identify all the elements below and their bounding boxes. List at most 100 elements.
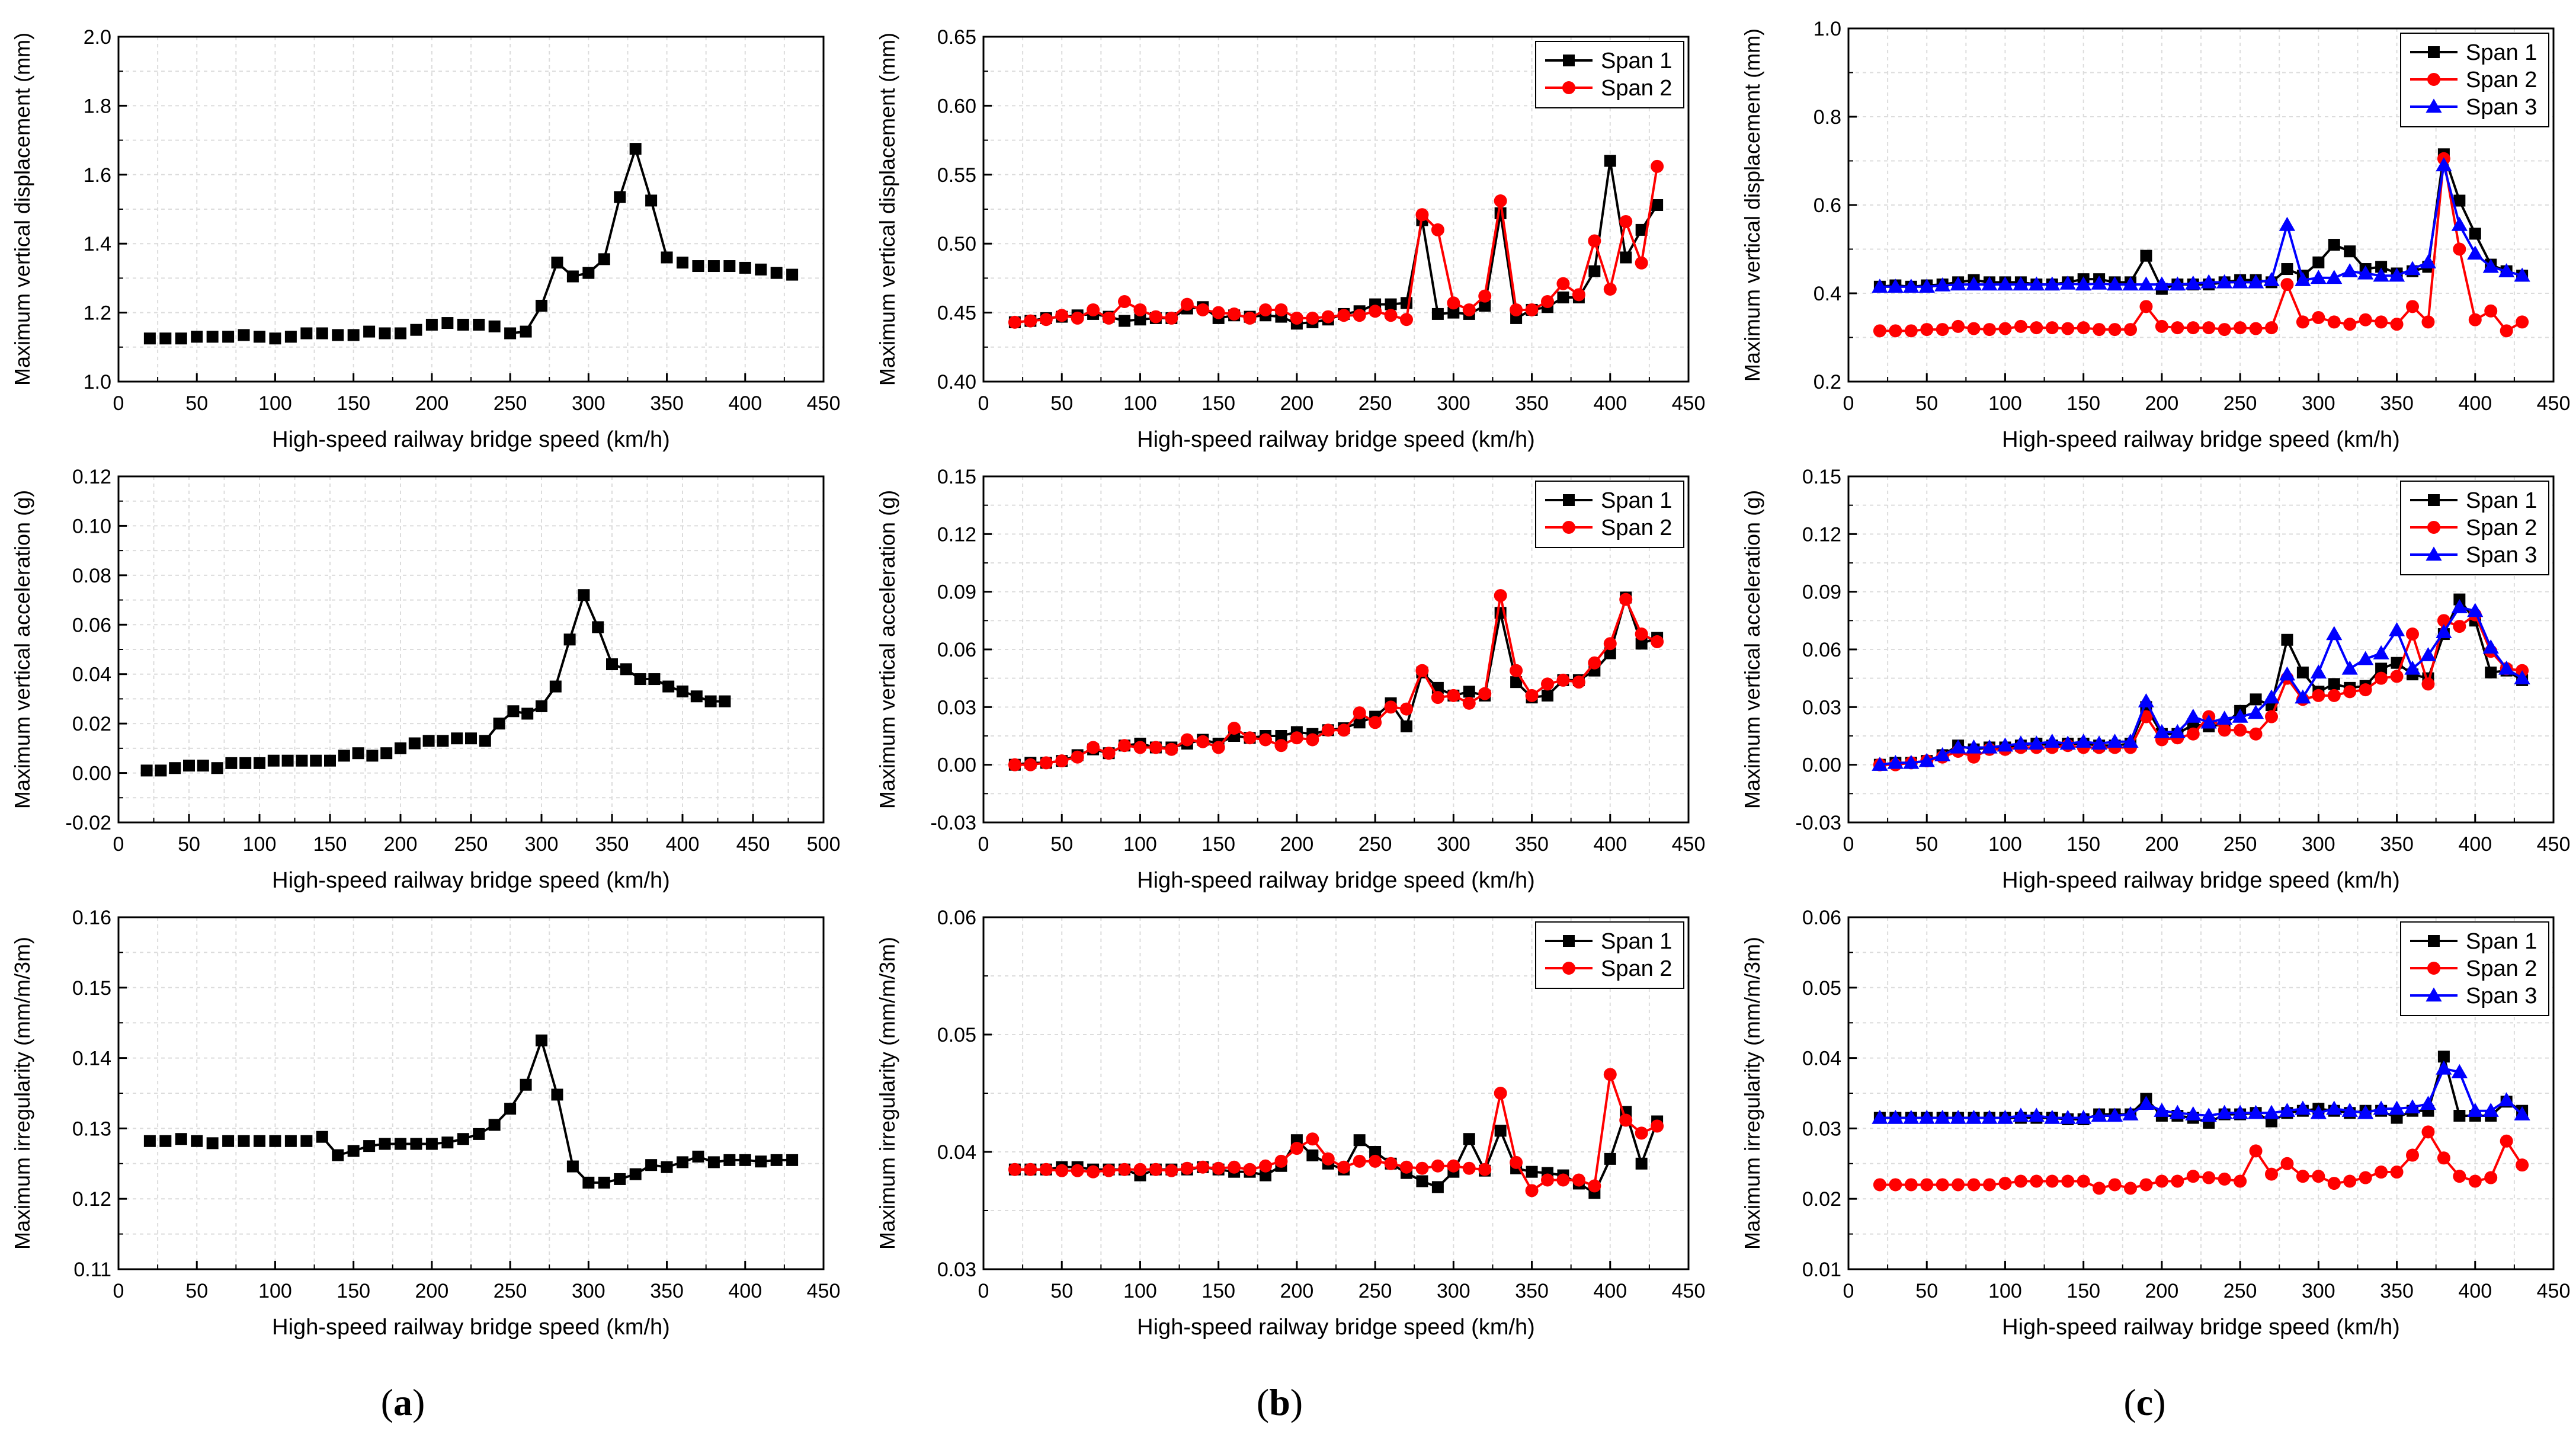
data-point (1400, 1160, 1413, 1174)
data-point (786, 1154, 799, 1166)
data-point (379, 1138, 391, 1150)
data-point (1556, 673, 1570, 687)
data-point (2249, 727, 2263, 741)
data-point (692, 1150, 704, 1163)
data-point (238, 329, 250, 341)
data-point (1541, 677, 1554, 691)
data-point (521, 707, 534, 720)
x-tick-label: 300 (2302, 1280, 2335, 1302)
data-point (425, 1138, 438, 1150)
data-point (566, 270, 579, 283)
data-point (2326, 270, 2343, 284)
data-point (620, 663, 632, 675)
y-tick-label: 0.11 (73, 1259, 111, 1281)
data-point (1274, 303, 1288, 316)
data-point (2028, 1107, 2045, 1122)
data-point (2186, 727, 2200, 741)
data-point (2124, 323, 2137, 337)
data-point (310, 754, 322, 767)
data-point (2044, 276, 2061, 291)
x-tick-label: 200 (415, 392, 449, 415)
legend-marker (2428, 494, 2440, 506)
data-point (2028, 735, 2045, 750)
data-point (1936, 1178, 1949, 1192)
data-point (2482, 1103, 2499, 1117)
x-tick-label: 400 (728, 1280, 762, 1302)
data-point (2059, 735, 2076, 750)
x-axis-label: High-speed railway bridge speed (km/h) (2002, 868, 2400, 893)
data-point (739, 261, 751, 274)
data-point (1889, 1178, 1902, 1192)
data-point (1635, 1157, 1648, 1170)
data-point (1290, 731, 1303, 745)
data-point (159, 1135, 172, 1147)
x-tick-label: 250 (494, 1280, 527, 1302)
y-tick-label: 0.50 (937, 233, 976, 255)
data-point (441, 1136, 454, 1149)
data-point (1431, 691, 1444, 705)
series-single (143, 1034, 799, 1189)
y-tick-label: 0.04 (72, 664, 111, 686)
data-point (332, 329, 344, 341)
data-point (1306, 733, 1319, 747)
y-tick-label: -0.03 (1796, 812, 1842, 834)
data-point (2075, 734, 2092, 748)
x-tick-label: 0 (1843, 833, 1854, 856)
data-point (1635, 223, 1648, 236)
data-point (2139, 300, 2153, 313)
data-point (2388, 1100, 2405, 1115)
data-point (410, 1138, 422, 1150)
x-axis-label: High-speed railway bridge speed (km/h) (2002, 1315, 2400, 1340)
data-point (2279, 666, 2296, 681)
data-point (2373, 267, 2389, 282)
series-span-3 (1872, 1060, 2530, 1124)
data-point (2484, 1171, 2498, 1184)
data-point (1290, 1142, 1303, 1155)
data-point (2406, 300, 2419, 313)
x-tick-label: 350 (650, 1280, 684, 1302)
data-point (2154, 1103, 2170, 1117)
data-point (1369, 1146, 1382, 1158)
series-span-2 (1008, 159, 1664, 329)
x-tick-label: 450 (2537, 1280, 2571, 1302)
data-point (2390, 1166, 2404, 1179)
y-tick-label: -0.02 (66, 812, 112, 834)
legend-marker (1563, 935, 1575, 947)
data-point (2044, 1109, 2061, 1124)
data-point (2030, 1174, 2043, 1188)
data-point (2467, 1103, 2484, 1117)
y-axis-label: Maximum vertical displacement (mm) (10, 33, 34, 386)
series-span-2 (1008, 589, 1664, 771)
data-point (352, 747, 364, 760)
data-point (2468, 1174, 2482, 1188)
data-point (1887, 754, 1904, 769)
data-point (2357, 1104, 2374, 1119)
series-span-2 (1873, 152, 2529, 338)
data-point (2200, 274, 2217, 289)
data-point (2249, 1144, 2263, 1158)
y-tick-label: 0.12 (72, 466, 111, 488)
x-tick-label: 0 (1843, 1280, 1854, 1302)
data-point (1872, 278, 1888, 293)
y-tick-label: 0.08 (72, 565, 111, 587)
x-tick-label: 50 (1050, 1280, 1073, 1302)
x-tick-label: 200 (415, 1280, 449, 1302)
data-point (1243, 731, 1257, 745)
data-point (1997, 1109, 2014, 1124)
legend-label: Span 2 (2466, 68, 2537, 92)
data-point (2218, 723, 2231, 737)
chart-b2: 0 50 100 150 200 250 300 350 400 450 -0.03 0.00 0.03… (875, 466, 1705, 893)
x-tick-label: 400 (1593, 1280, 1627, 1302)
data-point (1196, 735, 1210, 748)
data-point (2218, 1172, 2231, 1186)
data-point (2169, 723, 2186, 738)
data-point (2138, 1096, 2155, 1110)
x-tick-label: 350 (2380, 833, 2414, 856)
data-point (2451, 599, 2468, 613)
data-point (2296, 666, 2309, 678)
data-point (300, 327, 313, 340)
data-point (1983, 1178, 1996, 1192)
legend-label: Span 2 (2466, 956, 2537, 981)
data-point (1212, 306, 1225, 319)
